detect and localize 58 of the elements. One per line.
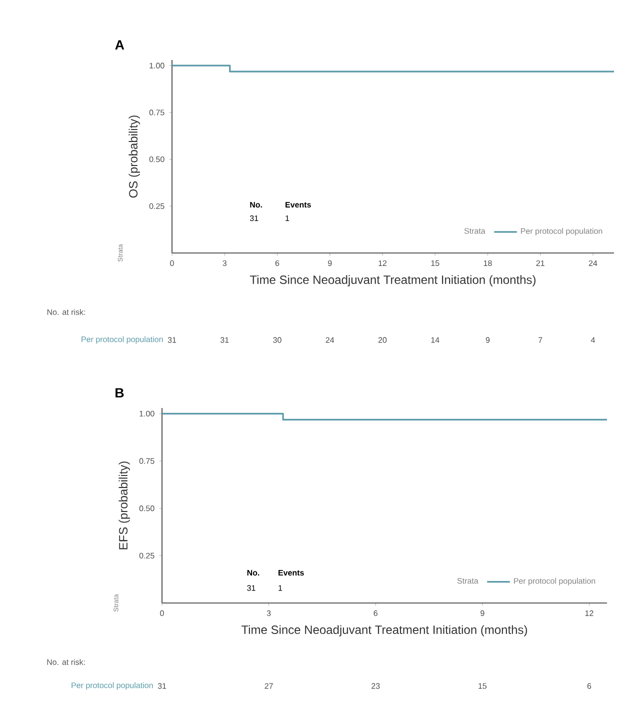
x-tick-label: 0 — [170, 260, 174, 266]
chart-title: B — [116, 388, 124, 398]
x-tick-label: 18 — [484, 260, 492, 266]
text: 7 — [538, 337, 542, 343]
text: No. at risk: — [47, 309, 85, 315]
x-tick-label: 21 — [536, 260, 544, 266]
y-tick-label: 0.25 — [149, 203, 164, 209]
x-tick-label: 6 — [275, 260, 280, 266]
annotation: Events — [286, 202, 311, 208]
x-tick-label: 15 — [431, 260, 440, 266]
chart-title: A — [115, 40, 124, 50]
text: Per protocol population — [82, 336, 163, 344]
y-tick-label: 0.50 — [149, 156, 164, 162]
annotation: 31 — [247, 585, 256, 591]
text: 9 — [486, 337, 490, 343]
x-tick-label: 3 — [222, 260, 226, 266]
annotation: No. — [247, 570, 260, 576]
text: 14 — [431, 337, 440, 343]
text: Per protocol population — [72, 682, 153, 690]
legend-label: Per protocol population — [514, 578, 596, 586]
y-axis-title: EFS (probability) — [118, 462, 130, 550]
y-tick-label: 1.00 — [150, 62, 164, 68]
text: 31 — [220, 337, 229, 343]
y-tick-label: 0.25 — [139, 552, 154, 559]
annotation: No. — [250, 202, 262, 208]
text: 31 — [168, 337, 176, 343]
text: 31 — [158, 683, 166, 689]
annotation: 1 — [286, 216, 290, 222]
annotation: 1 — [278, 585, 282, 591]
x-tick-label: 6 — [374, 610, 378, 616]
text: 6 — [587, 683, 592, 689]
x-tick-label: 3 — [266, 610, 271, 616]
x-tick-label: 24 — [588, 260, 598, 266]
x-tick-label: 12 — [378, 260, 387, 266]
legend-title: Strata — [457, 578, 478, 584]
text: No. at risk: — [47, 659, 85, 665]
text: 23 — [372, 683, 380, 689]
legend-label: Per protocol population — [521, 228, 602, 236]
x-tick-label: 0 — [160, 610, 164, 616]
annotation: 31 — [250, 215, 258, 222]
y-tick-label: 1.00 — [140, 410, 154, 417]
y-tick-label: 0.75 — [149, 110, 164, 116]
text: 4 — [590, 337, 595, 343]
y-axis-title: OS (probability) — [128, 116, 140, 198]
text: 30 — [273, 337, 282, 343]
x-tick-label: 12 — [585, 610, 594, 616]
legend-title: Strata — [464, 228, 486, 234]
text: 15 — [478, 683, 487, 689]
y-tick-label: 0.50 — [139, 506, 154, 512]
x-axis-title: Time Since Neoadjuvant Treatment Initiation (months) — [250, 275, 536, 286]
annotation: Events — [278, 570, 304, 576]
y-tick-label: 0.75 — [139, 458, 154, 464]
text: 24 — [326, 337, 334, 343]
text: 20 — [378, 337, 387, 343]
x-tick-label: 9 — [480, 610, 484, 616]
x-axis-title: Time Since Neoadjuvant Treatment Initiation (months) — [241, 625, 528, 636]
x-tick-label: 9 — [328, 260, 332, 266]
text: 27 — [264, 683, 273, 689]
